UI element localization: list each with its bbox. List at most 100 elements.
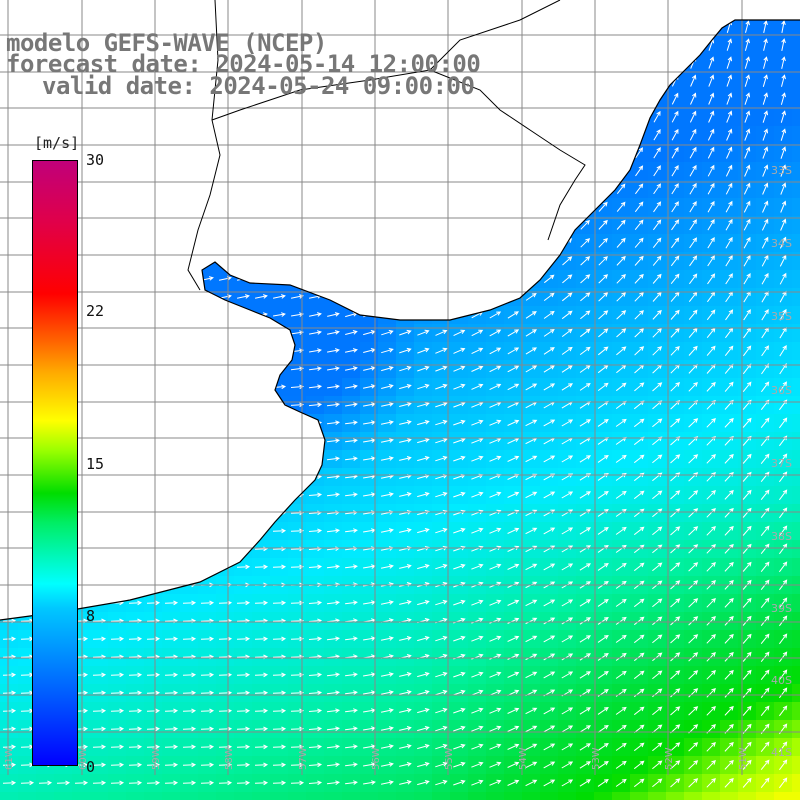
wind-arrow [201,131,214,138]
wind-arrow [345,23,357,31]
wind-arrow [272,672,287,678]
wind-arrow [219,258,232,263]
sea-cell [162,522,180,540]
sea-cell [252,504,270,522]
wind-arrow [581,93,590,105]
wind-arrow [110,690,125,696]
wind-arrow [3,113,16,120]
wind-arrow [255,149,268,156]
wind-arrow [581,38,589,51]
sea-cell [558,108,576,126]
wind-arrow [579,653,591,661]
wind-arrow [128,492,143,498]
wind-arrow [290,438,305,444]
wind-arrow [490,75,500,86]
wind-arrow [237,167,250,174]
sea-cell [288,126,306,144]
sea-cell [648,792,666,800]
wind-arrow [742,453,752,464]
wind-arrow [507,671,520,678]
wind-arrow [725,254,733,267]
wind-arrow [146,438,161,444]
wind-arrow [272,744,287,750]
wind-arrow [543,761,556,769]
wind-arrow [218,762,233,768]
wind-arrow [706,453,716,464]
wind-arrow [471,202,483,211]
wind-arrow [526,148,537,158]
wind-arrow [273,312,286,317]
sea-cell [792,756,800,774]
wind-arrow [273,203,286,210]
wind-arrow [779,381,787,393]
sea-cell [108,0,126,18]
sea-cell [234,306,252,324]
wind-arrow [525,599,538,607]
sea-cell [162,792,180,800]
sea-cell [378,792,396,800]
sea-cell [306,162,324,180]
wind-arrow [454,112,465,122]
wind-arrow [742,381,752,393]
wind-arrow [490,112,501,122]
wind-arrow [670,255,680,267]
wind-arrow [707,218,715,231]
wind-arrow [201,348,214,353]
wind-arrow [345,113,358,121]
wind-arrow [219,240,232,245]
wind-arrow [201,294,214,299]
sea-cell [144,162,162,180]
wind-arrow [146,564,161,570]
wind-arrow [345,203,358,210]
wind-arrow [579,725,591,733]
sea-cell [504,162,522,180]
sea-cell [270,162,288,180]
wind-arrow [273,294,286,299]
sea-cell [0,90,18,108]
wind-arrow [597,491,609,499]
wind-arrow [688,778,699,788]
wind-arrow [327,185,340,192]
wind-arrow [724,345,734,357]
sea-cell [144,144,162,162]
sea-cell [216,540,234,558]
wind-arrow [165,149,178,156]
wind-arrow [635,56,643,69]
sea-cell [342,180,360,198]
sea-cell [486,126,504,144]
wind-arrow [381,402,394,407]
wind-arrow [417,492,430,498]
wind-arrow [111,131,124,138]
wind-arrow [399,131,411,139]
wind-arrow [670,688,681,698]
sea-cell [252,216,270,234]
sea-cell [216,792,234,800]
sea-cell [576,126,594,144]
wind-arrow [381,22,393,32]
wind-arrow [290,780,305,786]
wind-arrow [417,239,430,247]
wind-arrow [453,491,466,498]
wind-arrow [761,254,769,267]
wind-arrow [508,148,519,158]
wind-arrow [652,778,663,788]
wind-arrow [617,38,625,51]
wind-arrow [182,744,197,750]
wind-arrow [272,402,287,408]
sea-cell [342,162,360,180]
wind-arrow [652,616,663,626]
wind-arrow [525,419,538,427]
wind-arrow [561,292,573,302]
wind-arrow [742,705,752,716]
sea-cell [486,36,504,54]
sea-cell [216,468,234,486]
wind-arrow [525,707,538,715]
wind-arrow [581,21,589,33]
wind-arrow [92,474,107,480]
wind-arrow [166,6,176,12]
wind-arrow [164,600,179,606]
wind-arrow [146,384,161,390]
wind-arrow [561,725,574,733]
wind-arrow [597,617,609,625]
sea-cell [144,450,162,468]
